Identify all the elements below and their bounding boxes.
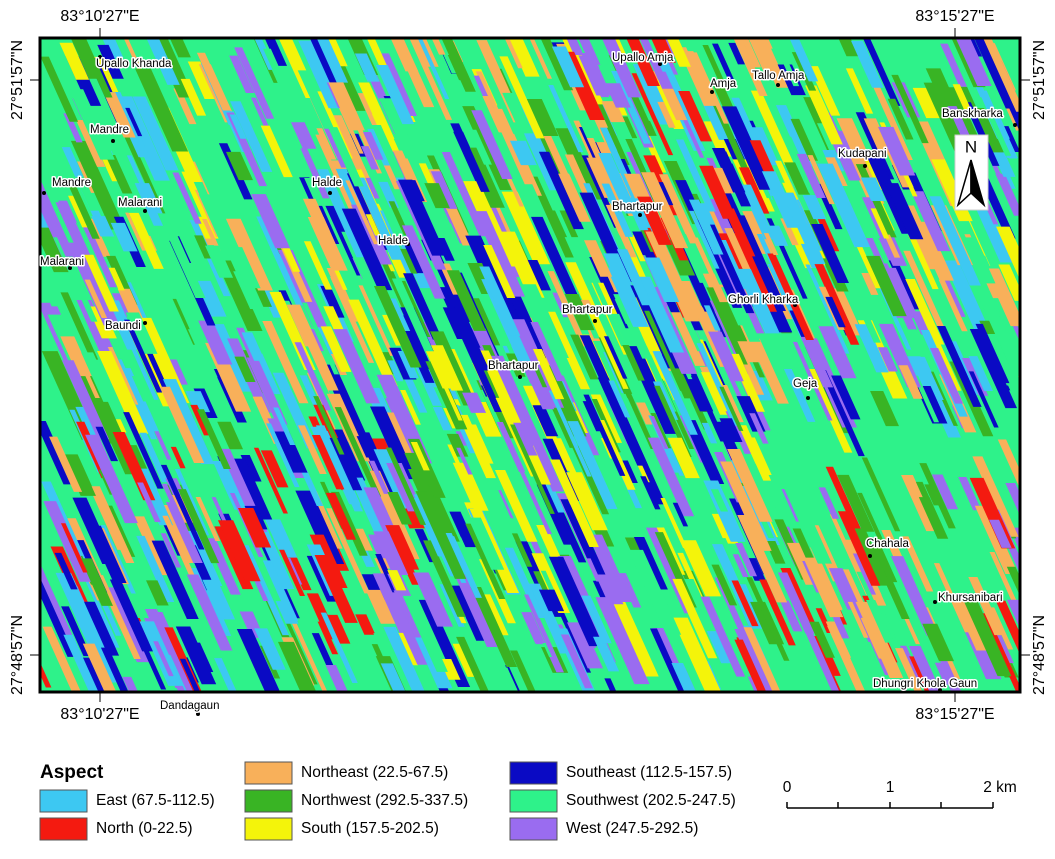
place-label: Halde: [312, 177, 342, 189]
place-dot: [111, 139, 115, 143]
place-label: Chahala: [866, 538, 909, 550]
place-label: Banskharka: [942, 108, 1003, 120]
north-arrow-label: N: [965, 137, 977, 156]
legend-swatch: [245, 818, 292, 840]
place-label: Malarani: [40, 256, 84, 268]
latitude-label: 27°51'57"N: [1031, 40, 1048, 120]
longitude-label: 83°15'27"E: [915, 8, 994, 25]
longitude-label: 83°15'27"E: [915, 706, 994, 723]
legend-title: Aspect: [40, 762, 104, 783]
place-dot: [196, 712, 200, 716]
place-label: Malarani: [118, 197, 162, 209]
longitude-label: 83°10'27"E: [60, 706, 139, 723]
place-label: Mandre: [52, 177, 91, 189]
place-dot: [806, 396, 810, 400]
place-label: Upallo Khanda: [96, 58, 172, 70]
place-label: Bhartapur: [612, 201, 663, 213]
legend-label: East (67.5-112.5): [96, 792, 215, 809]
place-label: Bhartapur: [488, 360, 539, 372]
latitude-label: 27°51'57"N: [9, 40, 26, 120]
place-dot: [328, 191, 332, 195]
scale-label: 2 km: [983, 779, 1017, 796]
legend-label: Northeast (22.5-67.5): [301, 764, 448, 781]
legend-swatch: [245, 762, 292, 784]
legend-swatch: [245, 790, 292, 812]
place-dot: [868, 554, 872, 558]
legend-swatch: [40, 818, 87, 840]
legend-label: Southeast (112.5-157.5): [566, 764, 732, 781]
place-dot: [1013, 123, 1017, 127]
legend-label: South (157.5-202.5): [301, 820, 439, 837]
place-label: Dhungri Khola Gaun: [873, 678, 977, 690]
legend: Aspect East (67.5-112.5) North (0-22.5) No…: [40, 762, 736, 840]
place-dot: [42, 191, 46, 195]
legend-label: Northwest (292.5-337.5): [301, 792, 468, 809]
scale-label: 1: [886, 779, 895, 796]
place-dot: [143, 209, 147, 213]
place-label: Amja: [710, 78, 737, 90]
legend-swatch: [40, 790, 87, 812]
place-label: Baundi: [105, 320, 141, 332]
scale-bar: 0 1 2 km: [783, 779, 1017, 808]
longitude-label: 83°10'27"E: [60, 8, 139, 25]
place-label: Khursanibari: [938, 592, 1003, 604]
place-label: Upallo Amja: [612, 52, 674, 64]
legend-swatch: [510, 790, 557, 812]
place-label: Geja: [793, 378, 818, 390]
place-dot: [143, 321, 147, 325]
legend-swatch: [510, 762, 557, 784]
place-label: Kudapani: [838, 148, 887, 160]
legend-swatch: [510, 818, 557, 840]
place-dot: [710, 90, 714, 94]
place-dot: [776, 83, 780, 87]
place-dot: [638, 213, 642, 217]
place-dot: [518, 375, 522, 379]
place-label: Halde: [378, 235, 408, 247]
legend-label: Southwest (202.5-247.5): [566, 792, 736, 809]
place-label: Dandagaun: [160, 700, 219, 712]
legend-label: West (247.5-292.5): [566, 820, 698, 837]
latitude-label: 27°48'57"N: [1031, 615, 1048, 695]
place-label: Mandre: [90, 124, 129, 136]
place-label: Tallo Amja: [752, 70, 805, 82]
map-figure: Upallo Khanda Mandre Mandre Malarani Malaran…: [0, 0, 1055, 854]
north-arrow: N: [955, 135, 988, 210]
place-label: Bhartapur: [562, 304, 613, 316]
place-dot: [933, 600, 937, 604]
place-dot: [593, 319, 597, 323]
place-label: Ghorli Kharka: [728, 294, 799, 306]
legend-label: North (0-22.5): [96, 820, 192, 837]
place-dot: [863, 164, 867, 168]
scale-label: 0: [783, 779, 792, 796]
latitude-label: 27°48'57"N: [9, 615, 26, 695]
